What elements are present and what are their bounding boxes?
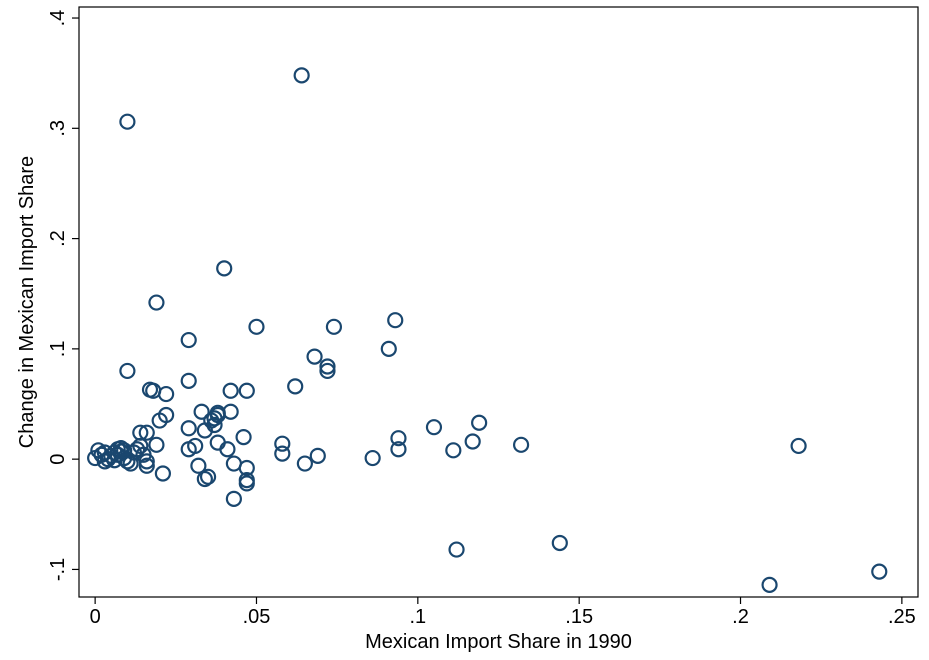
plot-frame — [78, 6, 919, 598]
data-point — [187, 437, 204, 455]
y-tick-label: 0 — [47, 454, 69, 465]
data-point — [238, 459, 255, 477]
x-tick-label: 0 — [90, 606, 101, 628]
data-point — [445, 442, 462, 459]
data-point — [364, 449, 381, 467]
data-point — [390, 441, 407, 458]
data-point — [325, 318, 343, 335]
data-point — [180, 331, 197, 349]
data-point — [871, 563, 888, 580]
data-point — [180, 372, 197, 389]
data-point — [248, 318, 265, 335]
y-tick-label: .3 — [47, 120, 69, 137]
data-point — [761, 576, 778, 593]
data-point — [306, 348, 323, 365]
y-tick-label: -.1 — [47, 558, 69, 581]
data-point — [219, 441, 236, 458]
data-point — [551, 534, 568, 552]
data-point — [319, 362, 336, 380]
data-point — [296, 455, 313, 472]
x-axis-title: Mexican Import Share in 1990 — [365, 631, 632, 653]
data-point — [196, 470, 213, 488]
x-axis: 0 .05 .1 .15 .2 .25 — [90, 597, 916, 628]
data-point — [512, 436, 530, 453]
x-tick-label: .05 — [243, 606, 271, 628]
data-point — [154, 465, 171, 482]
y-axis-title: Change in Mexican Import Share — [16, 156, 38, 448]
data-point — [122, 455, 139, 472]
data-point — [235, 428, 252, 446]
data-point — [293, 67, 310, 84]
data-point — [151, 412, 168, 429]
data-point — [390, 430, 407, 447]
data-point — [287, 378, 304, 395]
data-point — [790, 437, 807, 455]
data-point — [309, 447, 326, 464]
data-point — [119, 113, 136, 130]
data-point — [206, 410, 223, 427]
data-point — [387, 312, 404, 329]
x-tick-label: .1 — [409, 606, 426, 628]
data-point — [119, 362, 136, 380]
plot-area — [78, 6, 919, 598]
data-points — [87, 67, 888, 593]
y-tick-label: .2 — [47, 230, 69, 247]
data-point — [222, 382, 239, 399]
data-point — [216, 260, 233, 277]
data-point — [380, 340, 397, 357]
data-point — [238, 382, 255, 399]
data-point — [125, 444, 142, 461]
data-point — [138, 457, 155, 474]
data-point — [193, 403, 210, 420]
x-tick-label: .2 — [732, 606, 749, 628]
x-tick-label: .25 — [888, 606, 916, 628]
data-point — [274, 445, 291, 462]
data-point — [148, 436, 165, 453]
data-point — [138, 453, 155, 470]
x-tick-label: .15 — [565, 606, 593, 628]
data-point — [471, 414, 488, 431]
data-point — [158, 385, 175, 403]
data-point — [274, 435, 291, 452]
data-point — [196, 422, 213, 439]
data-point — [425, 419, 443, 436]
y-axis: -.1 0 .1 .2 .3 .4 — [47, 10, 79, 581]
data-point — [180, 420, 197, 437]
data-point — [190, 457, 207, 474]
data-point — [128, 441, 146, 458]
y-tick-label: .4 — [47, 10, 69, 27]
data-point — [464, 433, 481, 450]
data-point — [238, 475, 255, 492]
data-point — [148, 294, 165, 311]
data-point — [319, 358, 336, 375]
data-point — [138, 424, 155, 441]
data-point — [199, 468, 217, 485]
data-point — [448, 541, 465, 558]
data-point — [225, 490, 242, 507]
y-tick-label: .1 — [47, 341, 69, 358]
